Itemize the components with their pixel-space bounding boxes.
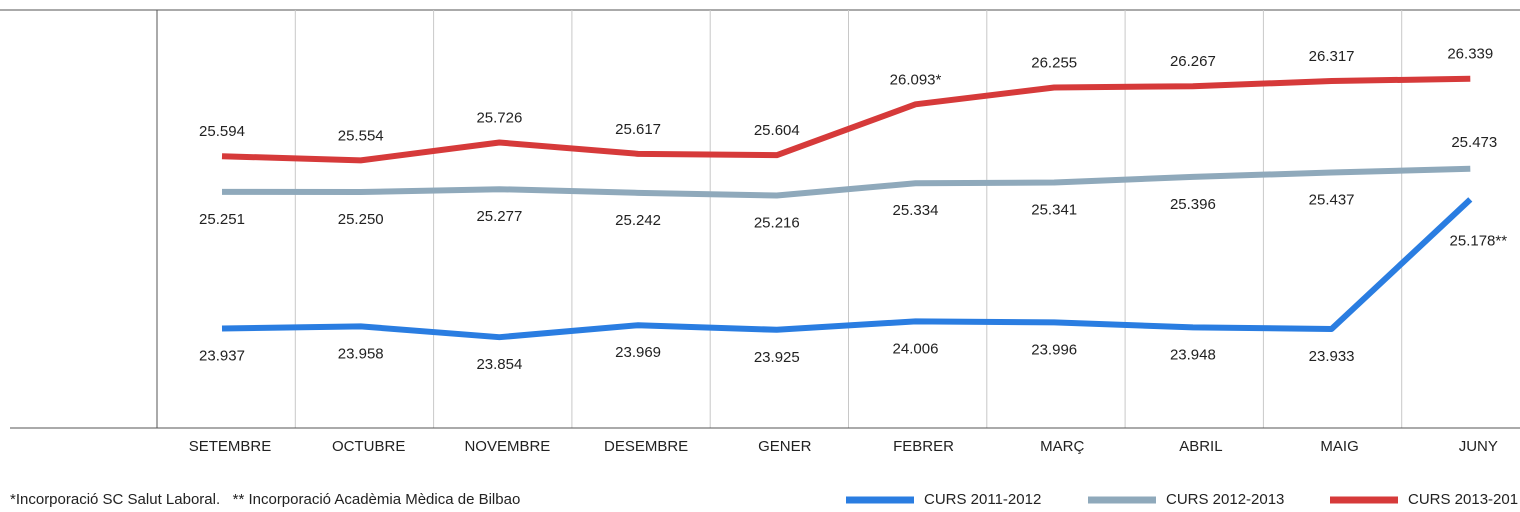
data-label: 25.437 bbox=[1309, 192, 1355, 209]
data-label: 23.854 bbox=[476, 356, 522, 373]
legend-label: CURS 2012-2013 bbox=[1166, 491, 1284, 508]
footnote: *Incorporació SC Salut Laboral. ** Incor… bbox=[10, 491, 520, 508]
data-label: 26.317 bbox=[1309, 48, 1355, 65]
data-label: 23.996 bbox=[1031, 341, 1077, 358]
data-label: 26.255 bbox=[1031, 54, 1077, 71]
data-label: 25.594 bbox=[199, 123, 245, 140]
x-tick-label: GENER bbox=[758, 438, 812, 455]
data-label: 25.554 bbox=[338, 127, 384, 144]
data-label: 25.216 bbox=[754, 215, 800, 232]
data-label: 25.341 bbox=[1031, 202, 1077, 219]
data-label: 23.937 bbox=[199, 348, 245, 365]
data-label: 25.334 bbox=[893, 202, 939, 219]
x-tick-label: JUNY bbox=[1459, 438, 1498, 455]
data-label: 23.925 bbox=[754, 349, 800, 366]
data-label: 23.958 bbox=[338, 345, 384, 362]
x-tick-label: OCTUBRE bbox=[332, 438, 405, 455]
data-label: 25.251 bbox=[199, 211, 245, 228]
x-tick-label: ABRIL bbox=[1179, 438, 1222, 455]
data-label: 25.277 bbox=[476, 208, 522, 225]
data-label: 24.006 bbox=[893, 340, 939, 357]
legend-label: CURS 2013-201 bbox=[1408, 491, 1518, 508]
data-label: 25.726 bbox=[476, 109, 522, 126]
data-label: 25.617 bbox=[615, 121, 661, 138]
series-line bbox=[221, 197, 1473, 341]
data-label: 26.267 bbox=[1170, 53, 1216, 70]
data-label: 23.948 bbox=[1170, 346, 1216, 363]
x-tick-label: SETEMBRE bbox=[189, 438, 272, 455]
data-label: 25.250 bbox=[338, 211, 384, 228]
data-label: 25.178** bbox=[1450, 232, 1508, 249]
x-tick-label: DESEMBRE bbox=[604, 438, 688, 455]
x-tick-label: MAIG bbox=[1320, 438, 1358, 455]
series-line bbox=[221, 75, 1471, 164]
x-tick-label: FEBRER bbox=[893, 438, 954, 455]
data-label: 26.339 bbox=[1447, 46, 1493, 63]
data-label: 25.604 bbox=[754, 122, 800, 139]
data-label: 25.242 bbox=[615, 212, 661, 229]
x-tick-label: NOVEMBRE bbox=[464, 438, 550, 455]
data-label: 26.093* bbox=[890, 71, 942, 88]
series-line bbox=[221, 165, 1471, 199]
legend-label: CURS 2011-2012 bbox=[924, 491, 1041, 508]
data-label: 25.473 bbox=[1451, 134, 1497, 151]
data-label: 23.969 bbox=[615, 344, 661, 361]
x-tick-label: MARÇ bbox=[1040, 438, 1084, 455]
data-label: 25.396 bbox=[1170, 196, 1216, 213]
data-label: 23.933 bbox=[1309, 348, 1355, 365]
